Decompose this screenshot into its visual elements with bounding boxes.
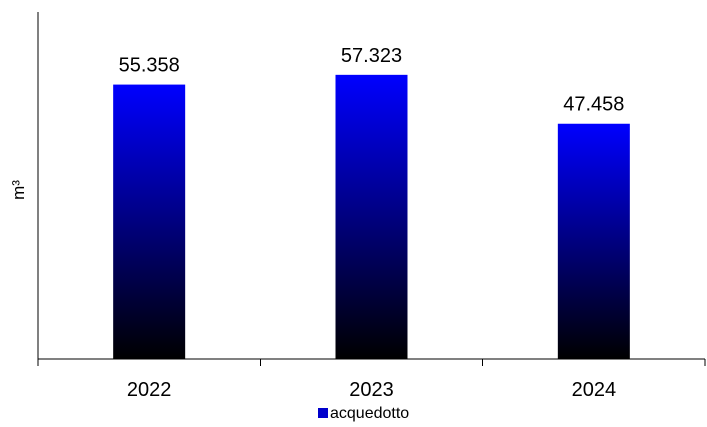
legend-swatch [318,408,328,418]
bar-2023 [335,74,408,359]
legend-label: acquedotto [330,405,409,422]
x-axis-ticks [37,359,706,366]
bar-2024 [557,123,630,359]
x-tick-label-2023: 2023 [349,379,394,401]
bars [113,74,630,359]
legend: acquedotto [318,405,409,422]
data-label-2023: 57.323 [341,45,402,67]
bar-2022 [113,84,186,359]
y-axis-label: m³ [9,180,28,200]
data-label-2024: 47.458 [563,94,624,116]
x-tick-labels: 2022 2023 2024 [127,379,616,401]
data-label-2022: 55.358 [119,55,180,77]
x-tick-label-2024: 2024 [572,379,617,401]
data-labels: 55.358 57.323 47.458 [119,45,625,116]
x-tick-label-2022: 2022 [127,379,172,401]
